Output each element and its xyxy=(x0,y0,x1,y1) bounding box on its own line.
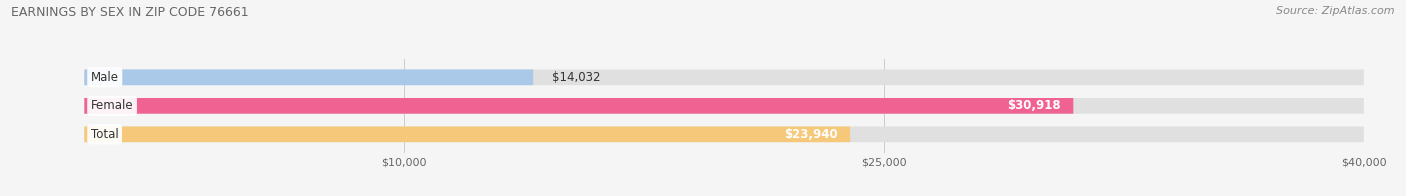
FancyBboxPatch shape xyxy=(84,126,1364,142)
Text: Male: Male xyxy=(91,71,118,84)
Text: Source: ZipAtlas.com: Source: ZipAtlas.com xyxy=(1277,6,1395,16)
FancyBboxPatch shape xyxy=(84,70,533,85)
Text: EARNINGS BY SEX IN ZIP CODE 76661: EARNINGS BY SEX IN ZIP CODE 76661 xyxy=(11,6,249,19)
Text: $23,940: $23,940 xyxy=(783,128,838,141)
Text: Total: Total xyxy=(91,128,118,141)
FancyBboxPatch shape xyxy=(84,70,1364,85)
FancyBboxPatch shape xyxy=(84,98,1364,114)
FancyBboxPatch shape xyxy=(84,126,851,142)
Text: $14,032: $14,032 xyxy=(553,71,600,84)
FancyBboxPatch shape xyxy=(84,98,1073,114)
Text: $30,918: $30,918 xyxy=(1007,99,1060,112)
Text: Female: Female xyxy=(91,99,134,112)
